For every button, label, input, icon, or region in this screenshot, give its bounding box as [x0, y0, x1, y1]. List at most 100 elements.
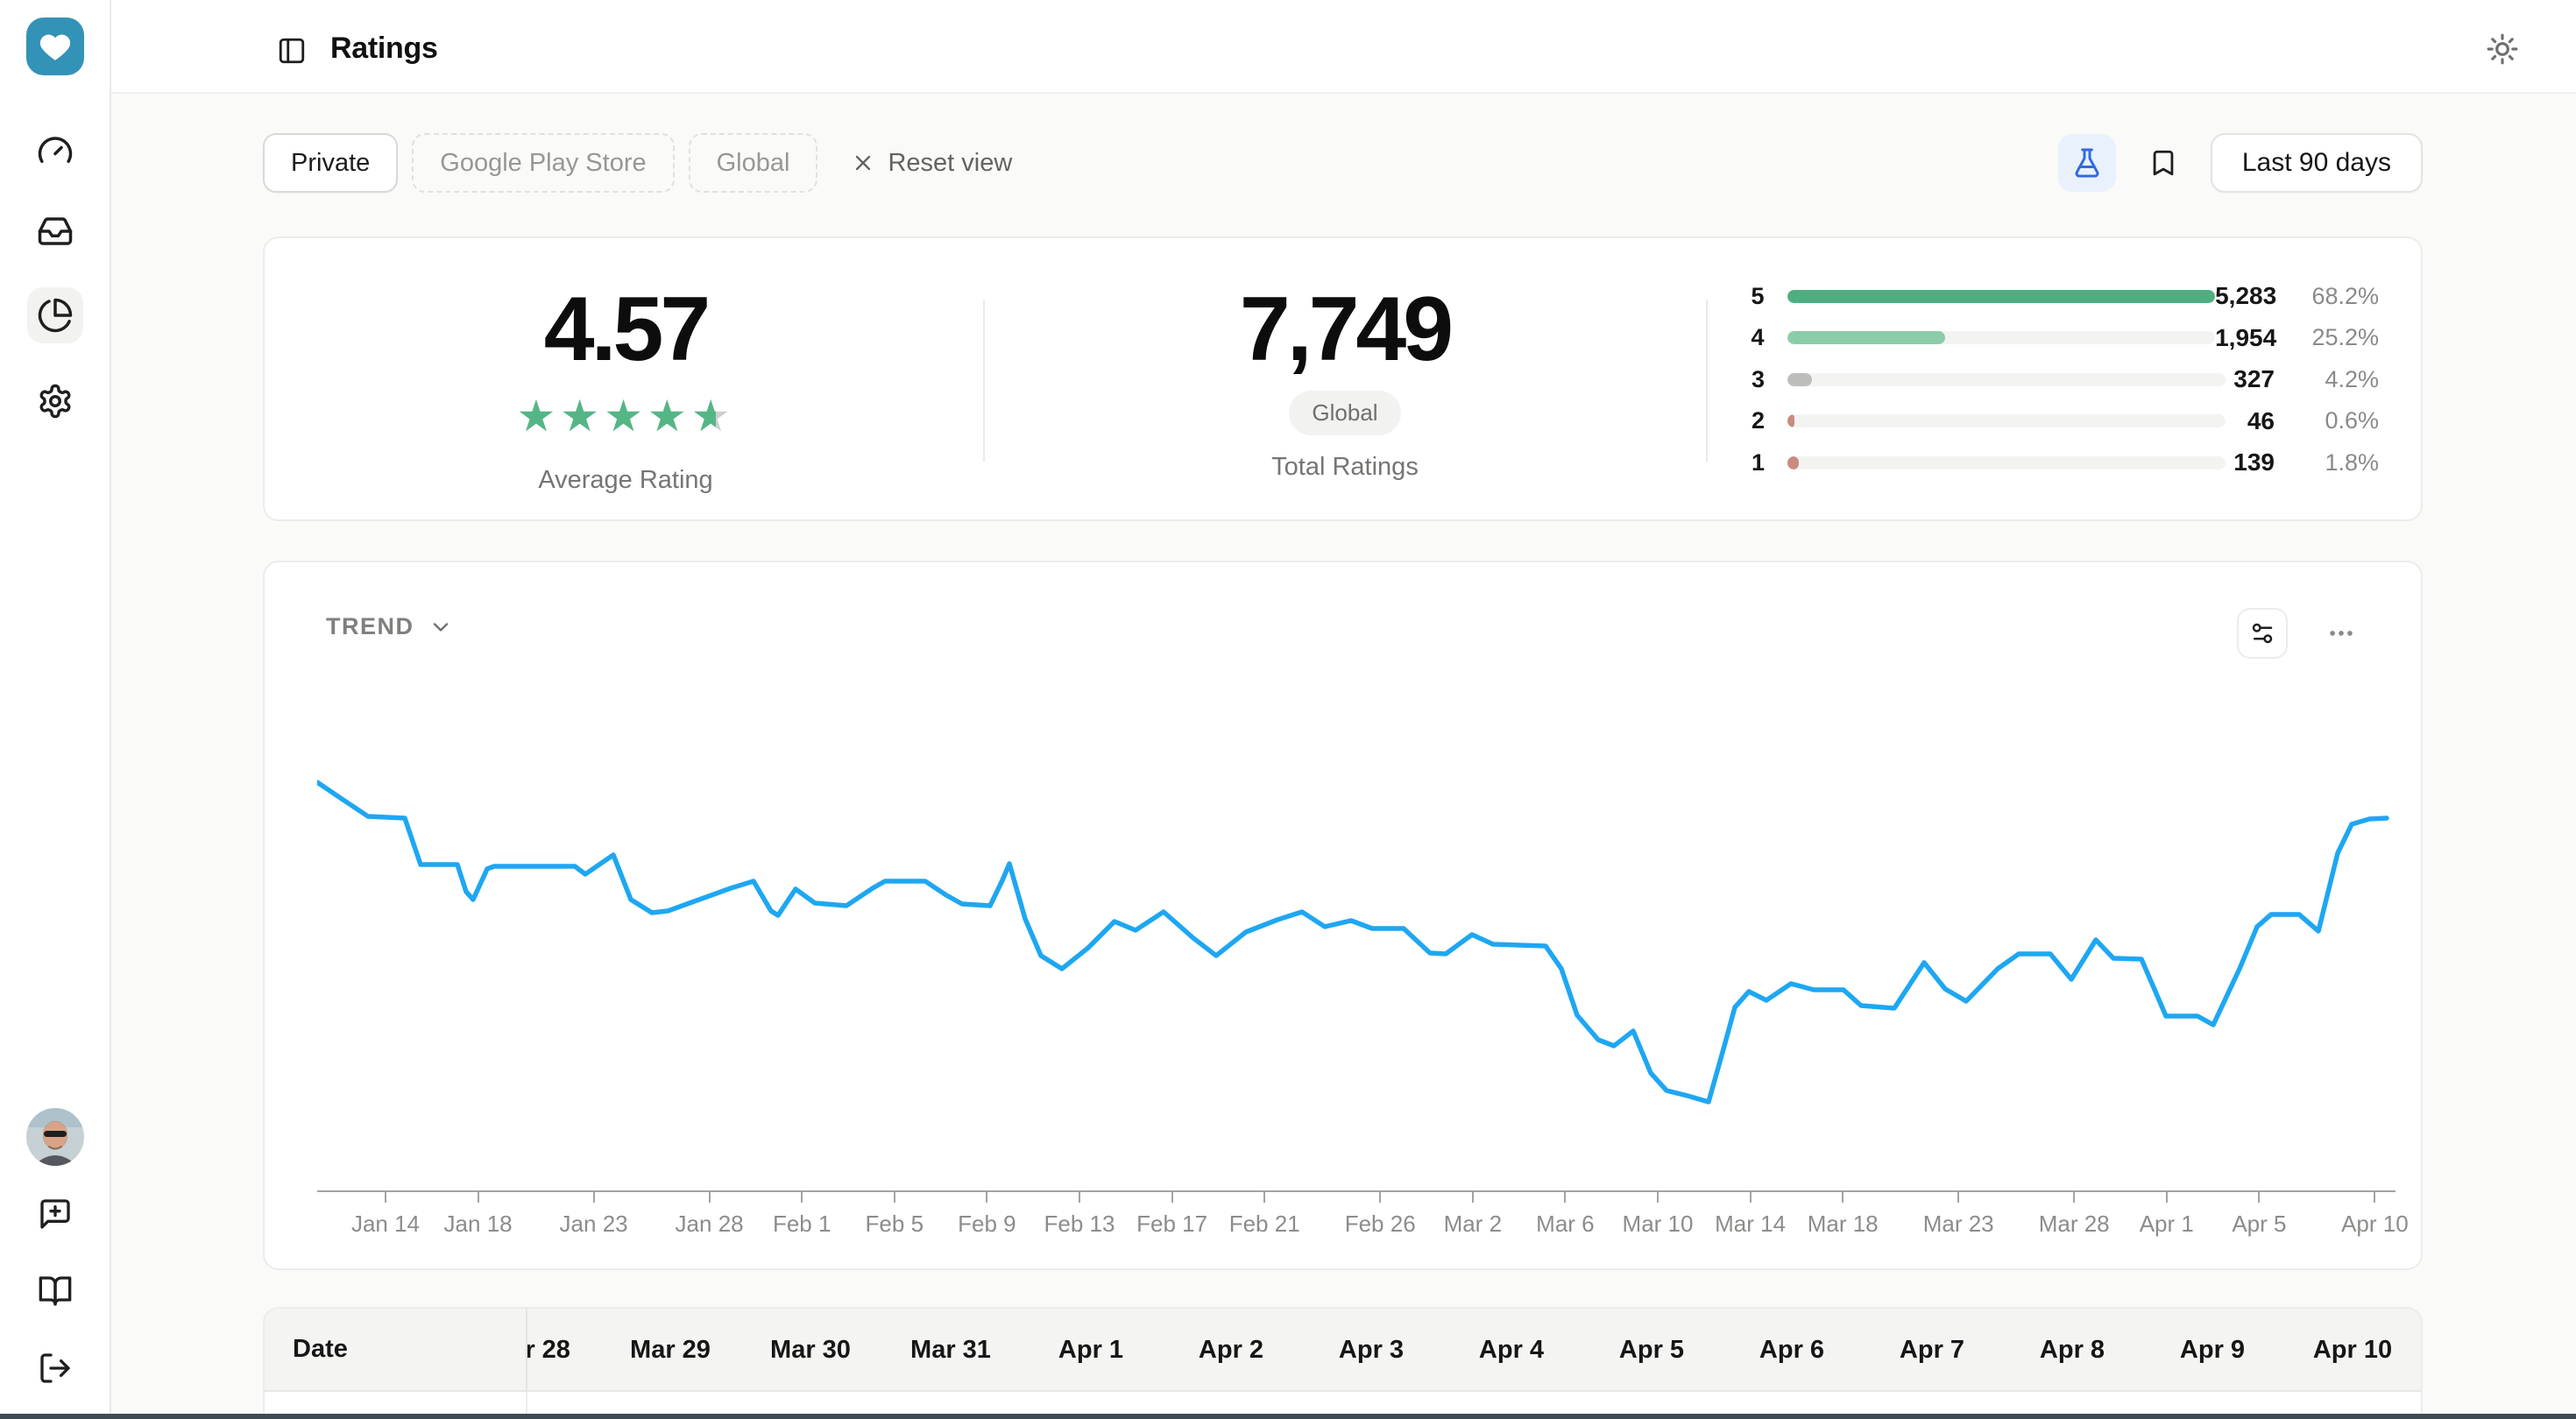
x-axis-tick-label: Jan 28 [675, 1211, 744, 1237]
ratings-summary-card: 4.57 ★★★★★ ★★★★★ Average Rating 7,749 Gl… [263, 236, 2423, 521]
x-axis-tick [385, 1192, 386, 1203]
avatar[interactable] [26, 1108, 84, 1166]
app-logo[interactable] [26, 18, 84, 75]
table-cell-date [265, 1392, 527, 1414]
date-range-button[interactable]: Last 90 days [2210, 133, 2423, 193]
message-plus-icon [40, 1199, 70, 1229]
rating-distribution-row: 2 46 0.6% [1751, 406, 2379, 434]
sidebar-item-inbox[interactable] [27, 203, 83, 259]
table-header-cell[interactable]: Mar 28 [527, 1336, 570, 1364]
x-axis-tick [2374, 1192, 2376, 1203]
rating-bar-fill [1787, 414, 1794, 427]
x-axis-tick-label: Mar 10 [1622, 1211, 1694, 1237]
table-header-cell[interactable]: Mar 31 [910, 1336, 991, 1364]
toolbar-right: Last 90 days [2057, 133, 2423, 193]
x-axis-tick-label: Apr 1 [2139, 1211, 2194, 1237]
table-header-scroll[interactable]: Mar 28 Mar 29 Mar 30 Mar 31 Apr 1 Apr 2 Apr 3 A… [527, 1309, 2421, 1390]
x-axis-tick [1564, 1192, 1567, 1203]
rating-bar-track [1787, 331, 2216, 344]
average-rating-block: 4.57 ★★★★★ ★★★★★ Average Rating [319, 284, 932, 495]
sun-icon [2487, 33, 2518, 65]
chevron-down-icon [433, 622, 448, 632]
sidebar-item-dashboard[interactable] [27, 123, 83, 179]
ratings-table-card: Date Mar 28 Mar 29 Mar 30 Mar 31 Apr 1 Apr 2 A… [263, 1307, 2423, 1414]
logout-icon [40, 1353, 70, 1383]
total-ratings-value: 7,749 [1239, 279, 1454, 380]
sidebar [0, 0, 111, 1419]
x-axis-tick-label: Jan 14 [350, 1211, 421, 1237]
table-header-cell[interactable]: Apr 9 [2179, 1336, 2246, 1364]
x-axis-tick [1471, 1192, 1474, 1203]
total-ratings-label: Total Ratings [1271, 453, 1419, 481]
x-axis-tick [1079, 1192, 1080, 1203]
table-header-cell[interactable]: Apr 8 [2039, 1336, 2105, 1364]
x-axis-tick-label: Apr 5 [2232, 1211, 2287, 1237]
rating-bar-fill [1787, 372, 1812, 386]
x-axis-tick-label: Jan 18 [443, 1211, 513, 1237]
rating-bar-track [1787, 289, 2216, 303]
divider [1706, 300, 1708, 462]
bookmark-button[interactable] [2142, 142, 2184, 184]
sidebar-item-docs[interactable] [27, 1263, 83, 1319]
table-header-cell[interactable]: Apr 5 [1618, 1336, 1685, 1364]
x-axis-tick [1957, 1192, 1960, 1203]
x-axis-tick [477, 1192, 479, 1203]
table-header-cell[interactable]: Mar 29 [630, 1336, 711, 1364]
table-header-cell[interactable]: Apr 10 [2312, 1336, 2393, 1364]
experiment-button[interactable] [2057, 134, 2116, 192]
reset-view-button[interactable]: Reset view [851, 149, 1012, 178]
theme-toggle-button[interactable] [2483, 30, 2522, 68]
trend-dropdown[interactable]: TREND [326, 613, 453, 640]
x-axis-tick-label: Feb 17 [1136, 1211, 1208, 1237]
gauge-icon [38, 137, 73, 163]
table-header-cell[interactable]: Apr 3 [1338, 1336, 1405, 1364]
panel-left-icon[interactable] [274, 33, 309, 68]
x-axis-tick-label: Apr 10 [2341, 1211, 2409, 1237]
table-header-cell[interactable]: Apr 6 [1759, 1336, 1825, 1364]
heart-icon [39, 34, 71, 60]
ellipsis-icon [2330, 631, 2353, 636]
trend-label: TREND [326, 613, 414, 639]
rating-bar-fill [1787, 455, 1799, 469]
global-badge: Global [1289, 391, 1401, 435]
sidebar-item-logout[interactable] [27, 1340, 83, 1396]
page-title: Ratings [330, 32, 438, 65]
filter-chip[interactable]: Global [688, 133, 818, 193]
gear-icon [39, 384, 71, 419]
chart-more-button[interactable] [2316, 608, 2367, 659]
filter-chip[interactable]: Google Play Store [412, 133, 675, 193]
x-axis-tick [1657, 1192, 1659, 1203]
avatar-photo [26, 1108, 84, 1166]
x-axis-tick [801, 1192, 803, 1203]
trend-line-chart[interactable] [317, 694, 2394, 1193]
table-header-cell[interactable]: Apr 1 [1058, 1336, 1124, 1364]
sidebar-item-settings[interactable] [27, 373, 83, 429]
rating-bar-track [1787, 372, 2226, 386]
x-axis-line [317, 1190, 2396, 1192]
star-rating: ★★★★★ ★★★★★ [516, 392, 735, 441]
x-axis-tick-label: Jan 23 [559, 1211, 628, 1237]
total-ratings-block: 7,749 Global Total Ratings [1038, 284, 1652, 482]
x-axis-tick [592, 1192, 595, 1203]
table-header-cell[interactable]: Mar 30 [770, 1336, 851, 1364]
sidebar-item-ratings[interactable] [27, 287, 83, 343]
table-header-cell[interactable]: Apr 4 [1478, 1336, 1545, 1364]
table-header-cell[interactable]: Apr 7 [1899, 1336, 1965, 1364]
sliders-icon [2252, 623, 2273, 644]
rating-distribution: 5 5,283 68.2% 4 1,954 25.2% 3 327 4.2% 2… [1745, 282, 2379, 492]
x-axis-tick [986, 1192, 988, 1203]
rating-bar-track [1787, 414, 2226, 427]
x-axis-tick [893, 1192, 895, 1203]
filter-chip[interactable]: Private [263, 133, 399, 193]
rating-distribution-row: 3 327 4.2% [1751, 365, 2379, 392]
chart-settings-button[interactable] [2237, 608, 2288, 659]
x-axis-tick [1379, 1192, 1382, 1203]
x-axis-tick-label: Mar 23 [1922, 1211, 1994, 1237]
x-axis-tick [1842, 1192, 1844, 1203]
date-range-label: Last 90 days [2241, 148, 2391, 177]
x-axis-tick-label: Feb 1 [772, 1211, 832, 1237]
table-header-cell[interactable]: Apr 2 [1198, 1336, 1264, 1364]
sidebar-item-feedback[interactable] [27, 1186, 83, 1242]
table-header-date[interactable]: Date [265, 1309, 527, 1390]
x-axis-tick [1263, 1192, 1266, 1203]
